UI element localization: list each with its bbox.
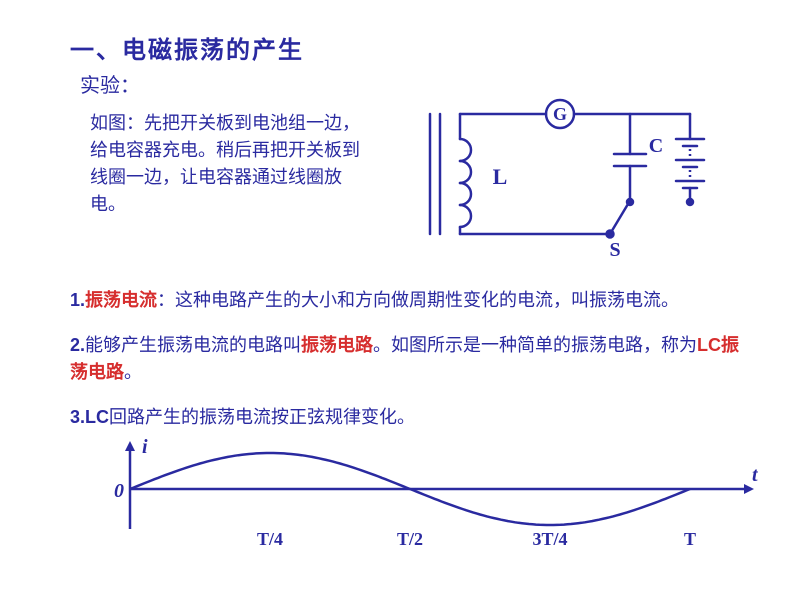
svg-text:t: t (752, 464, 759, 486)
svg-text:3T/4: 3T/4 (532, 529, 567, 549)
circuit-diagram: G L S C (400, 84, 710, 269)
svg-text:G: G (553, 104, 567, 124)
point-1: 1.振荡电流：这种电路产生的大小和方向做周期性变化的电流，叫振荡电流。 (70, 287, 740, 314)
svg-text:S: S (609, 239, 620, 261)
point-2-text-c: 。 (124, 362, 142, 382)
point-1-text: 这种电路产生的大小和方向做周期性变化的电流，叫振荡电流。 (175, 290, 679, 310)
svg-text:C: C (649, 135, 663, 157)
point-3-number: 3. (70, 407, 85, 427)
experiment-description: 如图：先把开关板到电池组一边，给电容器充电。稍后再把开关板到线圈一边，让电容器通… (90, 110, 370, 218)
point-3-lc: LC (85, 407, 109, 427)
point-1-colon: ： (157, 290, 175, 310)
page-title: 一、电磁振荡的产生 (70, 30, 740, 65)
point-3: 3.LC回路产生的振荡电流按正弦规律变化。 (70, 404, 740, 431)
sine-wave-graph: it0T/4T/23T/4T (90, 437, 740, 562)
point-2-number: 2. (70, 335, 85, 355)
oscillating-circuit-term: 振荡电路 (301, 335, 373, 355)
oscillating-current-term: 振荡电流 (85, 290, 157, 310)
svg-text:T/2: T/2 (397, 529, 423, 549)
point-2: 2.能够产生振荡电流的电路叫振荡电路。如图所示是一种简单的振荡电路，称为LC振荡… (70, 332, 740, 386)
svg-text:T/4: T/4 (257, 529, 283, 549)
svg-text:0: 0 (114, 480, 124, 502)
point-1-number: 1. (70, 290, 85, 310)
svg-text:T: T (684, 529, 696, 549)
svg-text:L: L (493, 164, 508, 189)
point-3-text: 回路产生的振荡电流按正弦规律变化。 (109, 407, 415, 427)
svg-text:i: i (142, 437, 148, 458)
point-2-text-a: 能够产生振荡电流的电路叫 (85, 335, 301, 355)
point-2-text-b: 。如图所示是一种简单的振荡电路，称为 (373, 335, 697, 355)
